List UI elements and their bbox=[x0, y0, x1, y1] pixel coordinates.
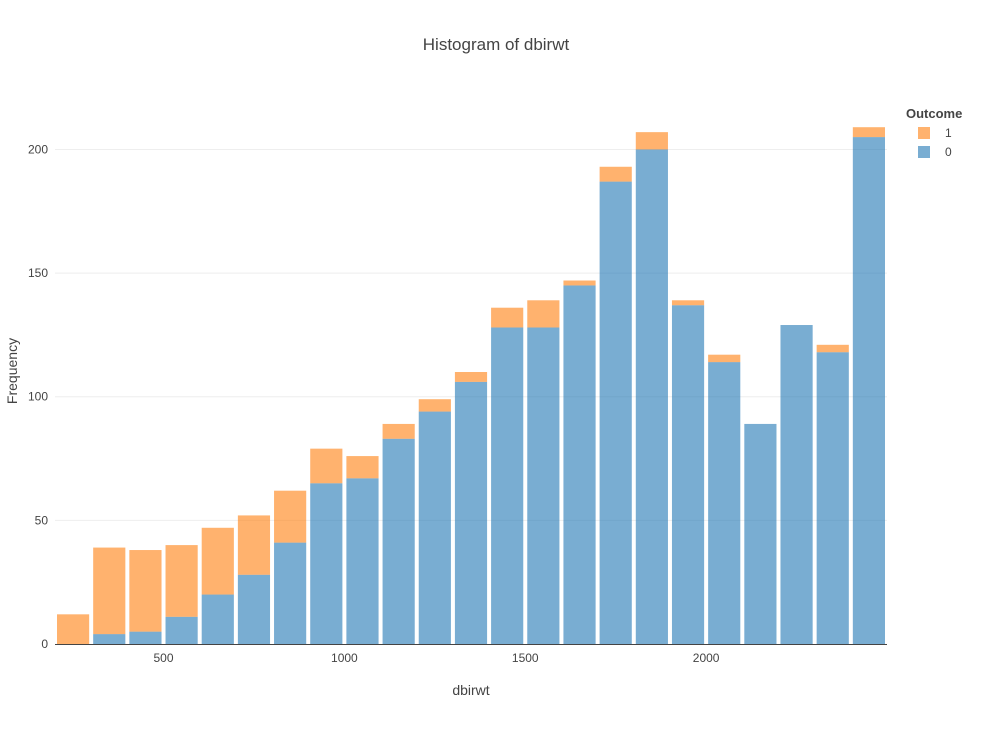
y-axis-label: Frequency bbox=[4, 338, 20, 404]
legend: Outcome 1 0 bbox=[906, 106, 962, 159]
bar-outcome-0[interactable] bbox=[382, 438, 415, 644]
bar-outcome-1[interactable] bbox=[346, 456, 379, 479]
bar-outcome-0[interactable] bbox=[599, 181, 632, 644]
bar-outcome-0[interactable] bbox=[852, 137, 885, 644]
x-tick-labels: 500 1000 1500 2000 bbox=[154, 651, 720, 665]
bar-outcome-1[interactable] bbox=[237, 515, 271, 575]
bar-outcome-1[interactable] bbox=[57, 614, 90, 644]
x-axis-label: dbirwt bbox=[452, 682, 489, 698]
y-tick-label: 100 bbox=[28, 390, 48, 404]
bar-outcome-1[interactable] bbox=[491, 307, 524, 328]
bar-outcome-1[interactable] bbox=[527, 300, 560, 328]
legend-swatch-1[interactable] bbox=[918, 127, 930, 139]
bars-group bbox=[57, 127, 885, 645]
bar-outcome-1[interactable] bbox=[274, 490, 307, 543]
y-tick-label: 0 bbox=[41, 637, 48, 651]
legend-label-0[interactable]: 0 bbox=[945, 145, 952, 159]
bar-outcome-0[interactable] bbox=[491, 327, 524, 644]
y-tick-labels: 0 50 100 150 200 bbox=[28, 142, 48, 651]
chart-title: Histogram of dbirwt bbox=[423, 35, 570, 54]
bar-outcome-1[interactable] bbox=[310, 448, 343, 484]
legend-label-1[interactable]: 1 bbox=[945, 126, 952, 140]
bar-outcome-1[interactable] bbox=[599, 166, 632, 182]
bar-outcome-1[interactable] bbox=[852, 127, 885, 138]
y-tick-label: 200 bbox=[28, 142, 48, 156]
bar-outcome-1[interactable] bbox=[382, 423, 415, 439]
bar-outcome-0[interactable] bbox=[708, 362, 741, 644]
x-tick-label: 1000 bbox=[331, 651, 358, 665]
bar-outcome-1[interactable] bbox=[671, 300, 705, 306]
bar-outcome-0[interactable] bbox=[671, 305, 705, 644]
bar-outcome-1[interactable] bbox=[454, 372, 488, 382]
bar-outcome-0[interactable] bbox=[237, 574, 271, 644]
bar-outcome-0[interactable] bbox=[93, 634, 126, 644]
bar-outcome-0[interactable] bbox=[418, 411, 451, 644]
bar-outcome-0[interactable] bbox=[635, 149, 668, 645]
bar-outcome-0[interactable] bbox=[816, 352, 849, 644]
bar-outcome-1[interactable] bbox=[93, 547, 126, 635]
legend-title: Outcome bbox=[906, 106, 962, 121]
bar-outcome-0[interactable] bbox=[454, 381, 488, 644]
bar-outcome-1[interactable] bbox=[816, 344, 849, 353]
bar-outcome-0[interactable] bbox=[165, 616, 198, 644]
bar-outcome-1[interactable] bbox=[418, 399, 451, 412]
bar-outcome-1[interactable] bbox=[708, 354, 741, 363]
x-tick-label: 1500 bbox=[512, 651, 539, 665]
legend-swatch-0[interactable] bbox=[918, 146, 930, 158]
bar-outcome-1[interactable] bbox=[201, 527, 234, 595]
y-tick-label: 50 bbox=[35, 513, 49, 527]
bar-outcome-0[interactable] bbox=[129, 631, 162, 644]
bar-outcome-1[interactable] bbox=[165, 545, 198, 617]
bar-outcome-0[interactable] bbox=[527, 327, 560, 644]
bar-outcome-1[interactable] bbox=[563, 280, 596, 286]
bar-outcome-0[interactable] bbox=[780, 325, 813, 644]
x-tick-label: 2000 bbox=[693, 651, 720, 665]
bar-outcome-0[interactable] bbox=[274, 542, 307, 644]
bar-outcome-0[interactable] bbox=[346, 478, 379, 644]
x-tick-label: 500 bbox=[154, 651, 174, 665]
bar-outcome-0[interactable] bbox=[201, 594, 234, 644]
bar-outcome-1[interactable] bbox=[129, 550, 162, 632]
bar-outcome-1[interactable] bbox=[635, 132, 668, 150]
bar-outcome-0[interactable] bbox=[310, 483, 343, 644]
bar-outcome-0[interactable] bbox=[744, 423, 777, 644]
y-tick-label: 150 bbox=[28, 266, 48, 280]
bar-outcome-0[interactable] bbox=[563, 285, 596, 644]
